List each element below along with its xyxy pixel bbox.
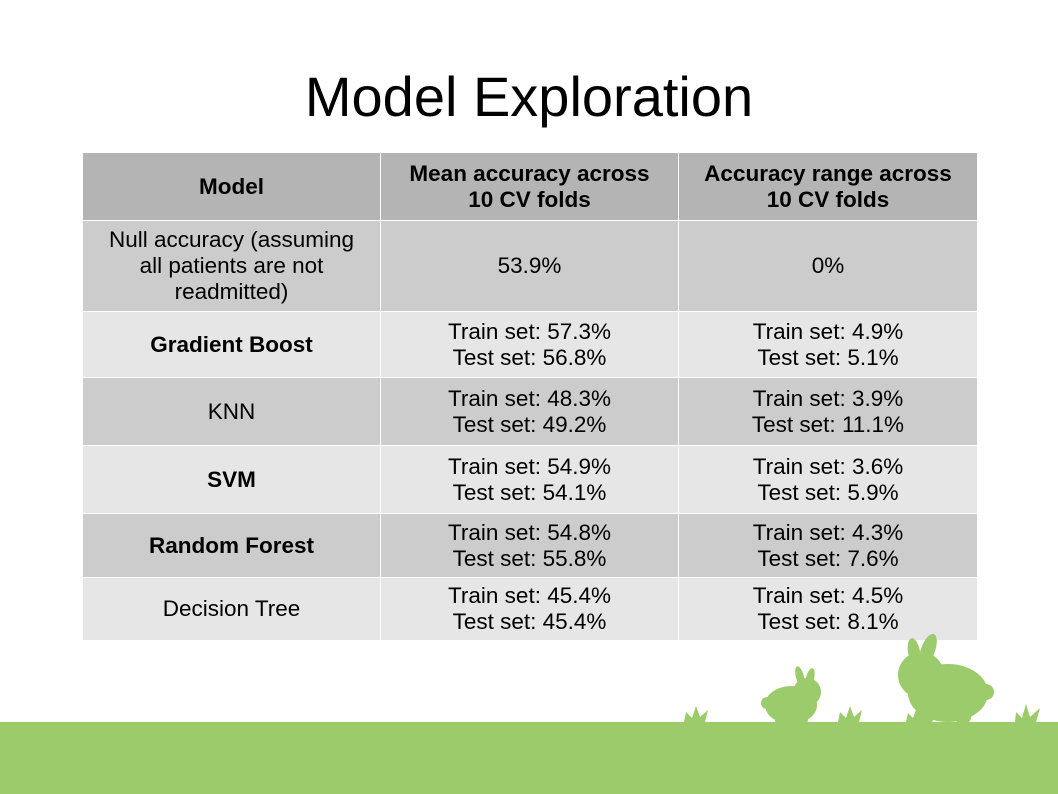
- header-mean-accuracy: Mean accuracy across 10 CV folds: [380, 152, 679, 221]
- model-cell: Decision Tree: [82, 577, 381, 641]
- model-cell: Gradient Boost: [82, 311, 381, 378]
- model-cell: SVM: [82, 445, 381, 514]
- mean-accuracy-cell: Train set: 48.3% Test set: 49.2%: [380, 377, 679, 446]
- grass-tuft-icon: [838, 706, 862, 722]
- table-row-knn: KNN Train set: 48.3% Test set: 49.2% Tra…: [82, 377, 978, 446]
- model-cell: Null accuracy (assuming all patients are…: [82, 220, 381, 312]
- table-row-svm: SVM Train set: 54.9% Test set: 54.1% Tra…: [82, 445, 978, 514]
- accuracy-range-cell: Train set: 4.9% Test set: 5.1%: [678, 311, 978, 378]
- table-row-gradient-boost: Gradient Boost Train set: 57.3% Test set…: [82, 311, 978, 378]
- mean-accuracy-cell: Train set: 54.8% Test set: 55.8%: [380, 513, 679, 578]
- small-rabbit-icon: [761, 666, 821, 724]
- table-row-decision-tree: Decision Tree Train set: 45.4% Test set:…: [82, 577, 978, 641]
- accuracy-range-cell: Train set: 3.6% Test set: 5.9%: [678, 445, 978, 514]
- accuracy-range-cell: Train set: 3.9% Test set: 11.1%: [678, 377, 978, 446]
- slide-title: Model Exploration: [304, 65, 754, 128]
- model-comparison-table: Model Mean accuracy across 10 CV folds A…: [82, 152, 978, 641]
- grass-tuft-icon: [1015, 704, 1040, 722]
- mean-accuracy-cell: Train set: 57.3% Test set: 56.8%: [380, 311, 679, 378]
- model-cell: Random Forest: [82, 513, 381, 578]
- mean-accuracy-cell: Train set: 54.9% Test set: 54.1%: [380, 445, 679, 514]
- grass-tuft-icon: [684, 706, 708, 722]
- accuracy-range-cell: Train set: 4.3% Test set: 7.6%: [678, 513, 978, 578]
- accuracy-range-cell: 0%: [678, 220, 978, 312]
- grass-ground: [0, 722, 1058, 794]
- header-model: Model: [82, 152, 381, 221]
- large-rabbit-icon: [898, 633, 994, 724]
- table-header-row: Model Mean accuracy across 10 CV folds A…: [82, 152, 978, 221]
- table-row-random-forest: Random Forest Train set: 54.8% Test set:…: [82, 513, 978, 578]
- accuracy-range-cell: Train set: 4.5% Test set: 8.1%: [678, 577, 978, 641]
- model-cell: KNN: [82, 377, 381, 446]
- mean-accuracy-cell: Train set: 45.4% Test set: 45.4%: [380, 577, 679, 641]
- grass-tuft-icon: [906, 707, 928, 722]
